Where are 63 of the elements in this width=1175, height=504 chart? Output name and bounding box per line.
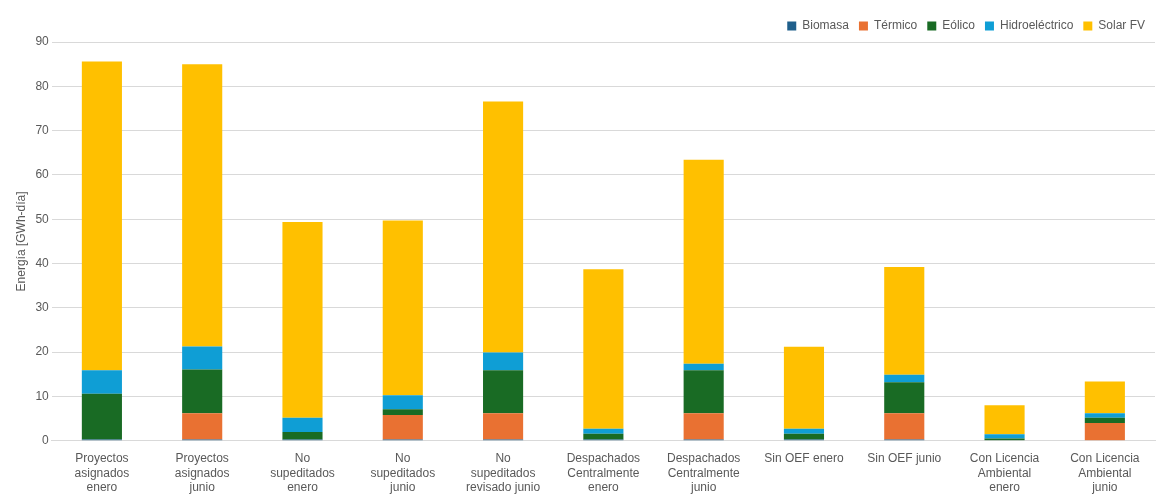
bar [382, 220, 423, 396]
x-tick-label: Con Licencia Ambiental enero [969, 451, 1040, 495]
x-tick-label: Despachados Centralmente junio [666, 451, 741, 495]
bar [683, 363, 724, 371]
y-axis-title: Energía [GWh-día] [13, 191, 28, 292]
bar [884, 382, 925, 414]
bar [884, 267, 925, 375]
bar [382, 415, 423, 440]
x-tick-label: Sin OEF enero [764, 451, 844, 466]
y-tick-label: 60 [35, 167, 50, 182]
x-tick-label: Despachados Centralmente enero [566, 451, 641, 495]
bar [182, 369, 223, 414]
x-tick-label: No supeditados junio [370, 451, 436, 495]
bar [282, 221, 323, 418]
y-tick-label: 20 [35, 344, 50, 359]
bar [1084, 413, 1125, 418]
legend-label: Térmico [873, 18, 918, 33]
bar [583, 269, 624, 429]
x-tick-label: Sin OEF junio [867, 451, 942, 466]
bar [783, 428, 825, 434]
legend-label: Solar FV [1098, 18, 1146, 33]
bar [483, 101, 524, 353]
y-tick-label: 0 [42, 433, 50, 448]
bar [683, 370, 724, 414]
y-tick-label: 90 [35, 34, 50, 49]
bar [483, 413, 524, 440]
bar [282, 417, 323, 432]
y-tick-label: 50 [35, 211, 50, 226]
bar [483, 352, 524, 371]
bar [1084, 381, 1125, 414]
x-tick-label: Con Licencia Ambiental junio [1070, 451, 1140, 495]
x-tick-label: Proyectos asignados enero [74, 451, 130, 495]
bar [683, 413, 724, 440]
bar [1084, 417, 1125, 424]
y-tick-label: 10 [35, 388, 50, 403]
bar [884, 413, 925, 440]
bar [182, 413, 223, 440]
legend-label: Biomasa [802, 18, 850, 33]
legend-label: Eólico [942, 18, 976, 33]
bar [182, 346, 223, 370]
bar [984, 434, 1025, 439]
bar [884, 374, 925, 383]
bar [583, 428, 624, 434]
legend-label: Hidroeléctrico [999, 18, 1074, 33]
bar [282, 431, 323, 440]
bar [1084, 423, 1125, 441]
bar [81, 370, 122, 394]
bar [683, 159, 724, 364]
y-tick-label: 70 [35, 122, 50, 137]
x-tick-label: No supeditados enero [270, 451, 335, 495]
bar [984, 405, 1025, 435]
y-tick-label: 80 [35, 78, 50, 93]
bar [483, 370, 524, 414]
bar [81, 393, 122, 440]
bar [81, 61, 122, 371]
x-tick-label: No supeditados revisado junio [466, 451, 541, 495]
bar [182, 64, 223, 347]
bar [382, 409, 423, 416]
y-tick-label: 30 [35, 300, 50, 315]
y-tick-label: 40 [35, 255, 50, 270]
bar [382, 395, 423, 410]
bar [783, 346, 825, 429]
x-tick-label: Proyectos asignados junio [174, 451, 230, 495]
